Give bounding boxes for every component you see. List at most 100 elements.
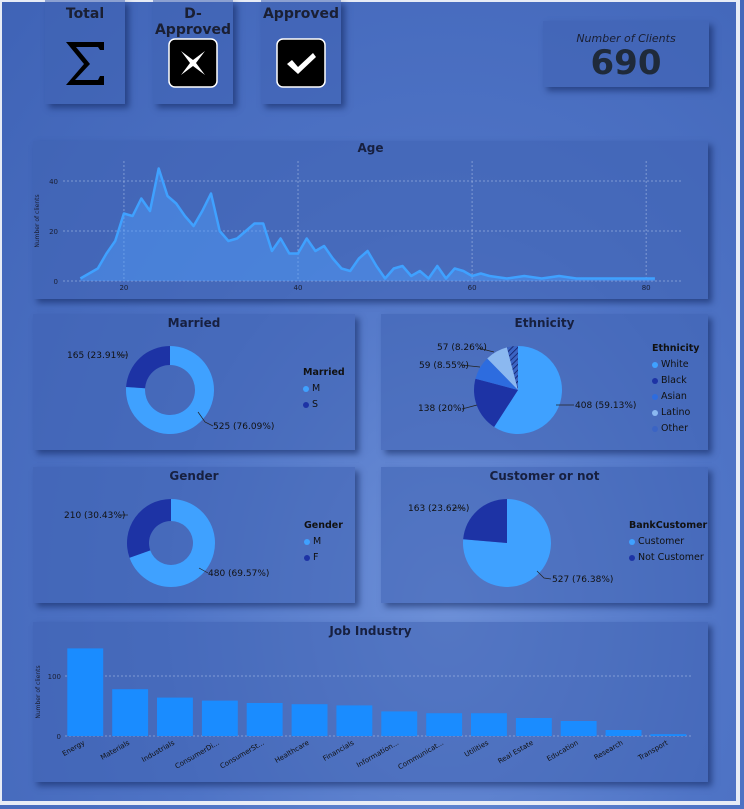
legend-label: Asian	[661, 391, 687, 402]
job-bar	[246, 703, 283, 736]
legend-marker	[652, 409, 658, 416]
legend-item[interactable]: Latino	[652, 407, 699, 418]
legend-item[interactable]: M	[304, 536, 343, 547]
job-bar	[426, 713, 463, 736]
age-ylabel: Number of clients	[34, 194, 41, 247]
legend-title: Gender	[304, 520, 343, 531]
pie-data-label: 408 (59.13%)	[575, 401, 636, 411]
gender-card: Gender 480 (69.57%) 210 (30.43%) Gender M F	[33, 467, 355, 603]
age-xtick: 20	[119, 284, 128, 292]
job-bar	[605, 730, 642, 736]
legend-marker	[303, 385, 309, 392]
age-ytick: 40	[49, 178, 58, 186]
job-bar	[560, 721, 597, 736]
close-icon	[168, 38, 218, 88]
legend-marker	[629, 538, 635, 545]
legend-label: Other	[661, 423, 688, 434]
married-title: Married	[167, 316, 221, 330]
gender-chart: 480 (69.57%) 210 (30.43%)	[64, 499, 269, 587]
legend-marker	[629, 554, 635, 561]
age-chart-card: Age Number of clients 0 20 40 20 40 60 80	[33, 141, 708, 299]
legend-label: M	[313, 536, 322, 547]
ethnicity-legend: Ethnicity White Black Asian Latino Other	[652, 343, 699, 434]
legend-item[interactable]: Not Customer	[629, 552, 707, 563]
job-category-label: Real Estate	[497, 739, 535, 766]
job-category-label: Financials	[322, 739, 356, 763]
legend-label: White	[661, 359, 689, 370]
legend-item[interactable]: Black	[652, 375, 699, 386]
pie-data-label: 138 (20%)	[418, 404, 465, 414]
pie-leader-line	[536, 570, 552, 580]
pie-data-label: 210 (30.43%)	[64, 511, 125, 521]
pie-data-label: 480 (69.57%)	[208, 569, 269, 579]
pie-leader-line	[461, 404, 478, 410]
gender-legend: Gender M F	[304, 520, 343, 563]
legend-item[interactable]: Asian	[652, 391, 699, 402]
legend-title: Married	[303, 367, 345, 378]
pie-slice-black	[474, 378, 518, 427]
age-ytick: 20	[49, 228, 58, 236]
legend-item[interactable]: M	[303, 383, 345, 394]
pie-slice-not-customer	[463, 499, 507, 543]
ethnicity-chart: 408 (59.13%) 138 (20%) 59 (8.55%) 57 (8.26%…	[418, 343, 636, 434]
job-industry-card: Job Industry Number of clients 0 100 Energ…	[33, 622, 708, 782]
job-bar	[471, 713, 507, 736]
pie-data-label: 527 (76.38%)	[552, 575, 613, 585]
pie-slice-asian	[475, 358, 518, 390]
legend-label: Not Customer	[638, 552, 704, 563]
job-category-label: Education	[546, 739, 580, 763]
job-bar	[650, 734, 687, 736]
kpi-value: 690	[590, 43, 662, 83]
approved-button[interactable]: Approved	[261, 0, 341, 104]
legend-item[interactable]: White	[652, 359, 699, 370]
job-chart: Number of clients 0 100 Energy Materials Ind…	[35, 648, 693, 772]
age-xtick: 60	[468, 284, 477, 292]
job-category-label: Transport	[636, 739, 670, 763]
legend-item[interactable]: F	[304, 552, 343, 563]
pie-leader-line	[477, 347, 495, 353]
pie-data-label: 57 (8.26%)	[437, 343, 487, 353]
pie-data-label: 525 (76.09%)	[213, 422, 274, 432]
legend-marker	[304, 554, 310, 561]
age-chart-title: Age	[357, 141, 384, 155]
job-category-label: ConsumerSt...	[219, 739, 266, 771]
d-approved-button[interactable]: D-Approved	[153, 0, 233, 104]
total-button[interactable]: Total	[45, 0, 125, 104]
legend-label: Black	[661, 375, 687, 386]
legend-marker	[652, 393, 658, 400]
job-ytick: 100	[48, 673, 61, 681]
job-bar	[112, 689, 149, 736]
job-category-label: Communicat...	[397, 739, 445, 772]
married-legend: Married M S	[303, 367, 345, 410]
legend-item[interactable]: Customer	[629, 536, 707, 547]
pie-data-label: 165 (23.91%)	[67, 351, 128, 361]
gender-title: Gender	[169, 469, 219, 483]
job-ylabel: Number of clients	[35, 665, 42, 718]
legend-marker	[652, 377, 658, 384]
legend-item[interactable]: Other	[652, 423, 699, 434]
age-xtick: 40	[294, 284, 303, 292]
d-approved-label: D-Approved	[154, 6, 232, 38]
legend-label: S	[312, 399, 319, 410]
legend-title: BankCustomer	[629, 520, 708, 531]
married-card: Married 525 (76.09%) 165 (23.91%) Married…	[33, 314, 355, 450]
legend-item[interactable]: S	[303, 399, 345, 410]
age-line	[79, 167, 655, 280]
job-bar	[67, 648, 104, 736]
job-title: Job Industry	[329, 624, 412, 638]
legend-label: F	[313, 552, 319, 563]
legend-marker	[652, 425, 658, 432]
job-bar	[201, 700, 238, 736]
job-category-label: ConsumerDi...	[174, 739, 221, 771]
legend-label: Customer	[638, 536, 685, 547]
age-chart: Number of clients 0 20 40 20 40 60 80	[34, 161, 681, 292]
pie-data-label: 59 (8.55%)	[419, 361, 469, 371]
customer-chart: 527 (76.38%) 163 (23.62%)	[408, 499, 613, 587]
pie-slice-other	[506, 346, 518, 390]
legend-label: M	[312, 383, 321, 394]
job-category-label: Healthcare	[273, 739, 310, 765]
check-icon	[276, 38, 326, 88]
job-category-label: Utilities	[463, 739, 490, 759]
kpi-card: Number of Clients 690	[543, 21, 709, 87]
